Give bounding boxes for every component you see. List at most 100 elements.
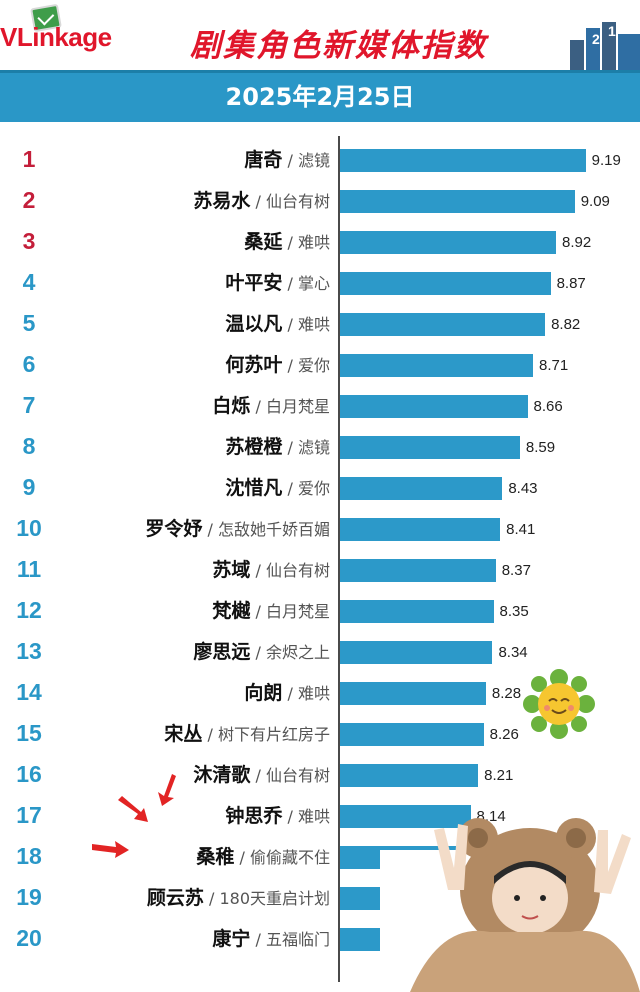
value-label: 8.35 bbox=[499, 603, 529, 620]
character-name: 苏易水 bbox=[193, 190, 251, 212]
red-arrow-icon bbox=[92, 841, 129, 858]
label-separator: / bbox=[250, 192, 266, 211]
rank-number: 1 bbox=[22, 146, 36, 172]
row-label: 顾云苏 / 180天重启计划 bbox=[147, 883, 330, 913]
character-name: 叶平安 bbox=[225, 272, 283, 294]
rank-number: 17 bbox=[16, 802, 42, 828]
rank-number: 15 bbox=[16, 720, 42, 746]
drama-name: 五福临门 bbox=[265, 930, 330, 949]
value-label: 8.71 bbox=[539, 357, 569, 374]
character-name: 梵樾 bbox=[212, 600, 251, 622]
bar bbox=[340, 395, 528, 418]
date-label: 2025年2月25日 bbox=[225, 83, 415, 111]
value-label: 8.66 bbox=[533, 398, 563, 415]
character-name: 罗令妤 bbox=[145, 518, 203, 540]
label-separator: / bbox=[282, 274, 298, 293]
row-label: 廖思远 / 余烬之上 bbox=[193, 637, 330, 667]
character-photo-sticker bbox=[380, 818, 640, 992]
bar bbox=[340, 190, 575, 213]
character-name: 沐清歌 bbox=[193, 764, 251, 786]
row-label: 叶平安 / 掌心 bbox=[225, 268, 330, 298]
bar bbox=[340, 231, 557, 254]
rank-number: 19 bbox=[16, 884, 42, 910]
character-name: 唐奇 bbox=[244, 149, 283, 171]
drama-name: 滤镜 bbox=[297, 151, 330, 170]
label-separator: / bbox=[282, 807, 298, 826]
value-label: 8.82 bbox=[551, 316, 581, 333]
row-label: 宋丛 / 树下有片红房子 bbox=[164, 719, 330, 749]
drama-name: 难哄 bbox=[297, 233, 330, 252]
bar bbox=[340, 313, 546, 336]
bar bbox=[340, 682, 486, 705]
value-label: 8.21 bbox=[484, 767, 514, 784]
label-separator: / bbox=[282, 356, 298, 375]
blocks-decoration-icon: 2 1 bbox=[570, 22, 640, 70]
character-name: 宋丛 bbox=[164, 723, 203, 745]
value-label: 8.28 bbox=[491, 685, 522, 702]
bar bbox=[340, 354, 534, 377]
value-label: 9.19 bbox=[591, 152, 621, 169]
character-name: 苏橙橙 bbox=[225, 436, 283, 458]
rank-number: 20 bbox=[16, 925, 42, 951]
character-name: 钟思乔 bbox=[225, 805, 283, 827]
sun-flower-sticker-icon bbox=[523, 669, 595, 739]
drama-name: 仙台有树 bbox=[265, 561, 330, 580]
row-label: 唐奇 / 滤镜 bbox=[244, 145, 330, 175]
bar bbox=[340, 272, 551, 295]
row-label: 桑稚 / 偷偷藏不住 bbox=[196, 842, 330, 872]
rank-number: 2 bbox=[22, 187, 36, 213]
label-separator: / bbox=[282, 315, 298, 334]
label-separator: / bbox=[282, 479, 298, 498]
character-name: 沈惜凡 bbox=[225, 477, 283, 499]
row-label: 桑延 / 难哄 bbox=[244, 227, 330, 257]
character-name: 桑延 bbox=[244, 231, 283, 253]
drama-name: 爱你 bbox=[297, 479, 330, 498]
row-label: 苏易水 / 仙台有树 bbox=[193, 186, 330, 216]
rank-number: 13 bbox=[16, 638, 42, 664]
drama-name: 难哄 bbox=[297, 315, 330, 334]
character-name: 康宁 bbox=[212, 928, 251, 950]
row-label: 向朗 / 难哄 bbox=[244, 678, 330, 708]
label-separator: / bbox=[250, 602, 266, 621]
rank-number: 16 bbox=[16, 761, 42, 787]
rank-number: 6 bbox=[22, 351, 36, 377]
rank-number: 5 bbox=[22, 310, 36, 336]
label-separator: / bbox=[202, 520, 218, 539]
rank-number: 8 bbox=[22, 433, 36, 459]
bar bbox=[340, 477, 503, 500]
label-separator: / bbox=[250, 561, 266, 580]
value-label: 8.37 bbox=[501, 562, 531, 579]
drama-name: 白月梵星 bbox=[265, 602, 330, 621]
value-label: 8.43 bbox=[508, 480, 538, 497]
drama-name: 怎敌她千娇百媚 bbox=[217, 520, 330, 539]
rank-number: 14 bbox=[16, 679, 42, 705]
rank-number: 11 bbox=[16, 556, 42, 582]
page-title: 剧集角色新媒体指数 bbox=[190, 28, 487, 64]
bar bbox=[340, 641, 493, 664]
drama-name: 余烬之上 bbox=[265, 643, 330, 662]
rank-number: 4 bbox=[22, 269, 36, 295]
label-separator: / bbox=[250, 766, 266, 785]
drama-name: 白月梵星 bbox=[265, 397, 330, 416]
character-name: 廖思远 bbox=[193, 641, 251, 663]
drama-name: 难哄 bbox=[297, 684, 330, 703]
bar bbox=[340, 764, 479, 787]
row-label: 沈惜凡 / 爱你 bbox=[225, 473, 330, 503]
value-label: 9.09 bbox=[580, 193, 610, 210]
bar bbox=[340, 436, 520, 459]
label-separator: / bbox=[234, 848, 250, 867]
header: VLinkage 剧集角色新媒体指数 2 1 bbox=[0, 0, 640, 70]
character-name: 何苏叶 bbox=[225, 354, 283, 376]
drama-name: 滤镜 bbox=[297, 438, 330, 457]
bar bbox=[340, 518, 501, 541]
rank-number: 18 bbox=[16, 843, 42, 869]
drama-name: 仙台有树 bbox=[265, 766, 330, 785]
ranking-bar-chart: 1 唐奇 / 滤镜 9.19 2 苏易水 / 仙台有树 9.09 3 桑延 / 难哄 8.92 4… bbox=[0, 122, 640, 992]
bar bbox=[340, 723, 484, 746]
rank-number: 7 bbox=[22, 392, 36, 418]
svg-text:2: 2 bbox=[592, 31, 600, 47]
value-label: 8.41 bbox=[506, 521, 536, 538]
row-label: 沐清歌 / 仙台有树 bbox=[193, 760, 330, 790]
rank-number: 12 bbox=[16, 597, 42, 623]
row-label: 何苏叶 / 爱你 bbox=[225, 350, 330, 380]
